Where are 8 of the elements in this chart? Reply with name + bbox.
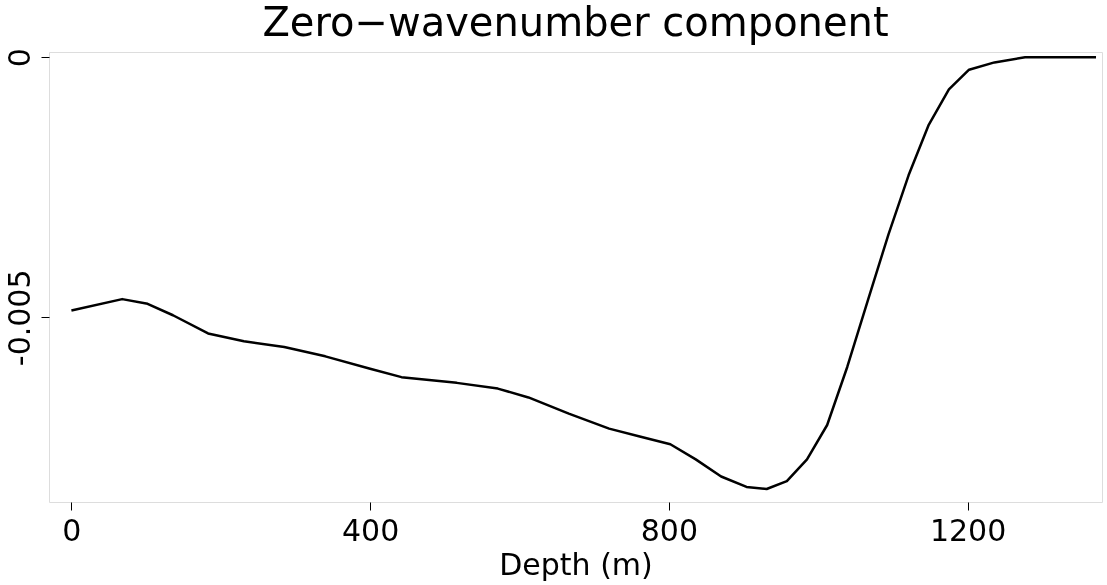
x-tick-label: 400: [341, 512, 400, 548]
chart-title: Zero−wavenumber component: [262, 0, 889, 45]
x-axis-title: Depth (m): [499, 546, 653, 582]
x-tick-label: 1200: [929, 512, 1007, 548]
x-tick-label: 800: [640, 512, 698, 548]
line-series: [70, 55, 1098, 491]
x-tick-label: 0: [62, 512, 82, 548]
y-tick-label: -0.005: [1, 269, 37, 367]
